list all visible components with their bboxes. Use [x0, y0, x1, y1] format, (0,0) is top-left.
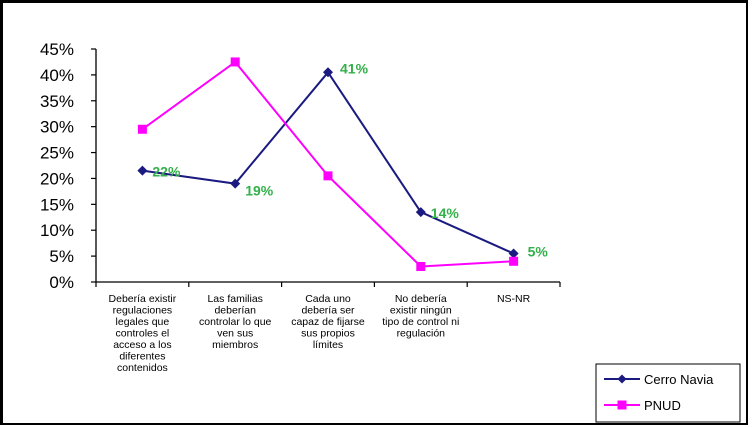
y-tick-label: 45% — [40, 40, 74, 59]
series-marker — [230, 178, 241, 189]
legend-marker — [617, 400, 627, 410]
x-category-label: Cada uno debería ser capaz de fijarse sus p… — [291, 293, 365, 351]
data-labels: 22% 19% 41% 14% 5% — [152, 60, 548, 259]
x-axis-category-labels: Debería existir regulaciones legales que co… — [109, 293, 531, 374]
y-tick-label: 5% — [49, 247, 74, 266]
x-category-label: Debería existir regulaciones legales que co… — [109, 293, 177, 374]
series-line-1 — [141, 60, 514, 268]
data-label: 5% — [528, 244, 549, 260]
data-label: 19% — [245, 183, 274, 199]
y-tick-label: 10% — [40, 221, 74, 240]
y-tick-label: 15% — [40, 195, 74, 214]
series-marker — [509, 256, 519, 266]
series-marker — [415, 207, 426, 218]
series-marker — [137, 165, 148, 176]
x-category-label: NS-NR — [497, 293, 531, 305]
series-markers — [137, 57, 519, 271]
axes — [91, 48, 561, 287]
legend: Cerro Navia PNUD — [595, 363, 741, 423]
series-marker — [230, 57, 240, 67]
series-lines — [141, 60, 515, 268]
series-marker — [323, 67, 333, 78]
data-label: 22% — [152, 164, 181, 180]
series-line-0 — [142, 70, 515, 255]
data-label: 14% — [431, 205, 460, 221]
legend-marker — [617, 374, 627, 384]
y-tick-label: 30% — [40, 118, 74, 137]
y-tick-label: 0% — [49, 273, 74, 292]
y-axis-tick-labels: 0% 5% 10% 15% 20% 25% 30% 35% 40% 45% — [40, 40, 74, 292]
legend-label: PNUD — [644, 398, 681, 413]
series-marker — [323, 171, 333, 181]
legend-box — [595, 363, 741, 423]
data-label: 41% — [340, 60, 369, 76]
y-tick-label: 25% — [40, 144, 74, 163]
series-marker — [137, 124, 147, 134]
y-tick-label: 20% — [40, 169, 74, 188]
x-category-label: Las familias deberían controlar lo que ven … — [199, 293, 272, 351]
series-marker — [416, 261, 426, 271]
y-tick-label: 40% — [40, 66, 74, 85]
x-category-label: No debería existir ningún tipo de control … — [382, 293, 459, 340]
legend-label: Cerro Navia — [644, 372, 714, 387]
y-tick-label: 35% — [40, 92, 74, 111]
series-marker — [508, 248, 519, 259]
